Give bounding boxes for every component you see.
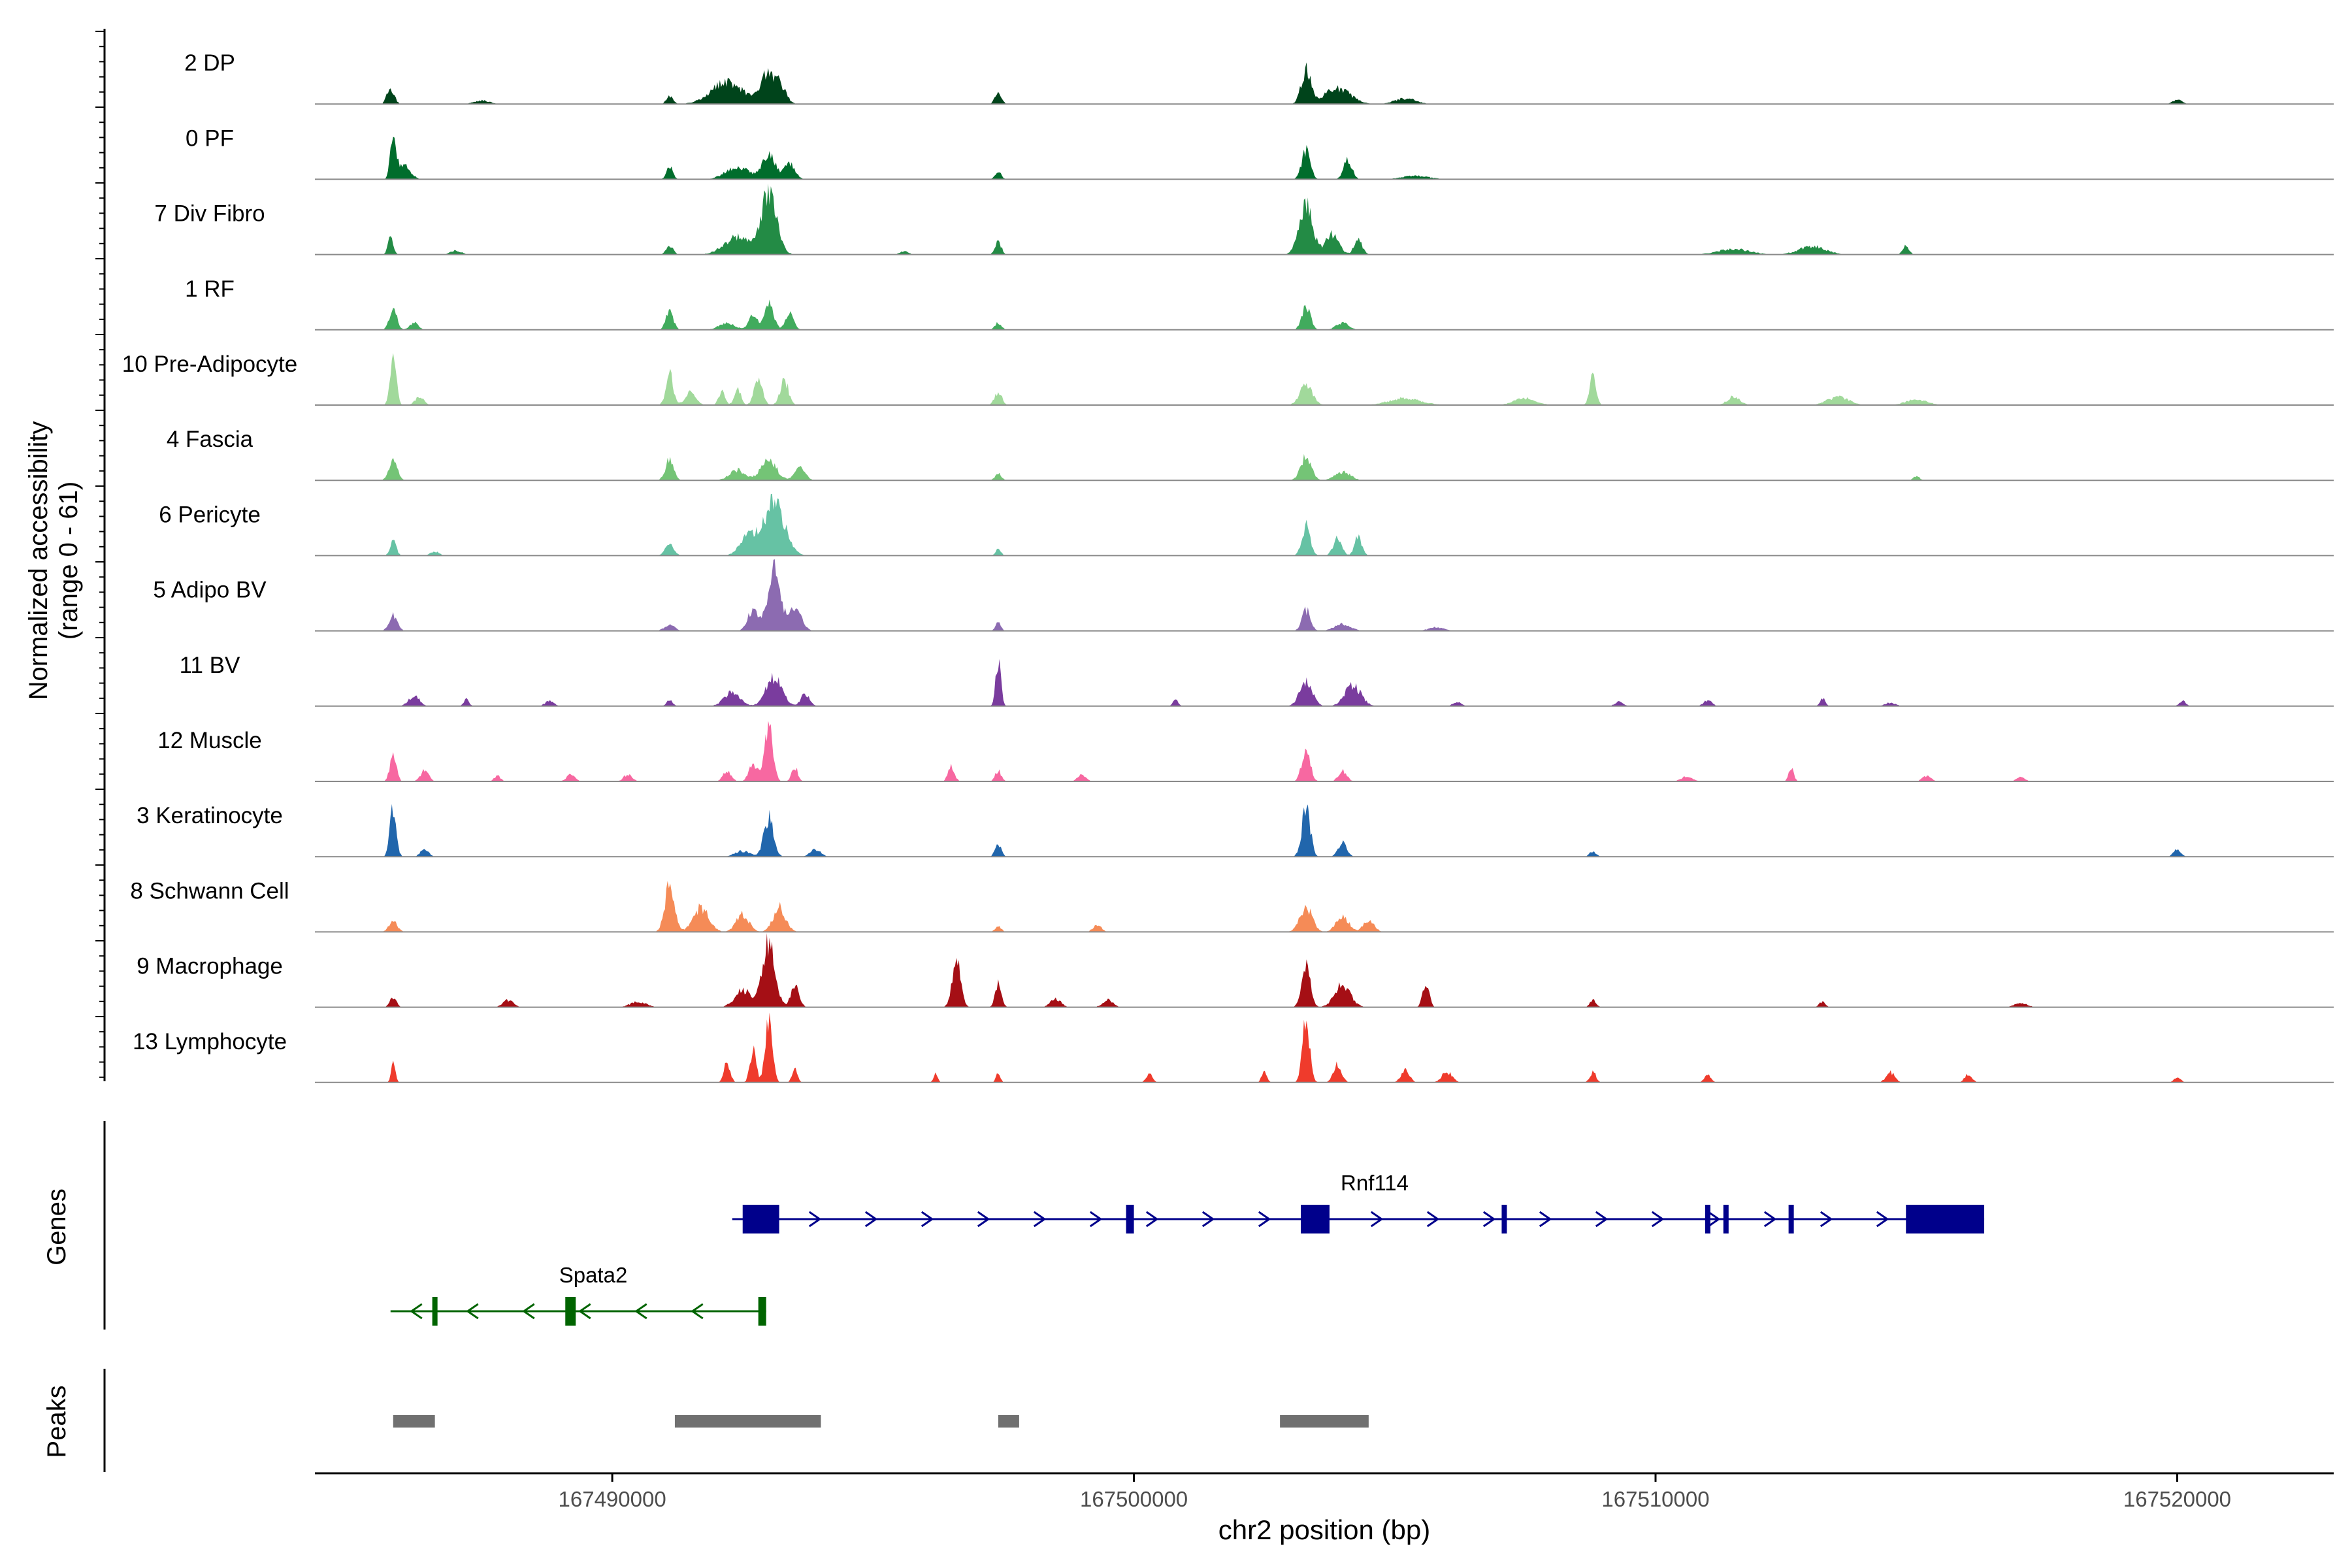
track-label: 7 Div Fibro — [154, 201, 265, 227]
track-9: 11 BV — [180, 653, 2334, 707]
gene-rnf114: Rnf114 — [732, 1171, 1985, 1233]
strand-arrow — [522, 1303, 535, 1320]
strand-arrow — [921, 1211, 934, 1228]
strand-arrow — [1258, 1211, 1271, 1228]
track-4: 1 RF — [185, 276, 2334, 331]
strand-arrow — [1482, 1211, 1496, 1228]
track-label: 3 Keratinocyte — [137, 803, 283, 828]
x-tick-label: 167500000 — [1080, 1487, 1188, 1511]
track-8: 5 Adipo BV — [153, 559, 2334, 632]
coverage-y-axis-ticks — [95, 31, 105, 1078]
genes-panel-title: Genes — [42, 1188, 71, 1266]
coverage-tracks: 2 DP 0 PF 7 Div Fibro 1 RF 10 Pre-Adipocyte 4… — [122, 50, 2334, 1083]
strand-arrow — [466, 1303, 479, 1320]
exon — [1126, 1205, 1134, 1233]
y-axis-title-line2: (range 0 - 61) — [54, 482, 83, 640]
exon — [1501, 1205, 1507, 1233]
strand-arrow — [1876, 1211, 1889, 1228]
track-5: 10 Pre-Adipocyte — [122, 351, 2334, 406]
track-1: 2 DP — [184, 50, 2334, 105]
track-label: 9 Macrophage — [137, 954, 283, 979]
exon — [742, 1205, 779, 1233]
track-11: 3 Keratinocyte — [137, 803, 2334, 858]
strand-arrow — [977, 1211, 990, 1228]
track-label: 13 Lymphocyte — [133, 1029, 287, 1054]
strand-arrow — [1763, 1211, 1777, 1228]
track-13: 9 Macrophage — [137, 933, 2334, 1008]
track-label: 0 PF — [186, 125, 234, 151]
track-label: 4 Fascia — [167, 427, 253, 452]
strand-arrow — [1651, 1211, 1665, 1228]
strand-arrow — [1145, 1211, 1159, 1228]
exon — [1723, 1205, 1729, 1233]
track-label: 12 Muscle — [157, 728, 262, 753]
peak-region — [674, 1415, 821, 1428]
exon — [1705, 1205, 1710, 1233]
exon — [432, 1297, 438, 1326]
track-6: 4 Fascia — [167, 427, 2334, 482]
strand-arrow — [1201, 1211, 1215, 1228]
exon — [758, 1297, 766, 1326]
track-3: 7 Div Fibro — [154, 184, 2334, 255]
track-14: 13 Lymphocyte — [133, 1013, 2334, 1083]
track-label: 10 Pre-Adipocyte — [122, 351, 297, 377]
strand-arrow — [1033, 1211, 1047, 1228]
peak-region — [393, 1415, 435, 1428]
track-7: 6 Pericyte — [159, 493, 2334, 557]
strand-arrow — [1370, 1211, 1384, 1228]
strand-arrow — [1089, 1211, 1103, 1228]
gene-name: Rnf114 — [1341, 1171, 1409, 1195]
x-axis-title: chr2 position (bp) — [1218, 1514, 1431, 1545]
strand-arrow — [864, 1211, 878, 1228]
strand-arrow — [1595, 1211, 1609, 1228]
strand-arrow — [1707, 1211, 1721, 1228]
track-label: 11 BV — [180, 653, 240, 678]
x-tick-label: 167510000 — [1601, 1487, 1709, 1511]
y-axis-title-line1: Normalized accessibility — [24, 421, 53, 700]
track-label: 8 Schwann Cell — [130, 878, 289, 904]
x-tick-label: 167490000 — [559, 1487, 666, 1511]
peaks-panel-title: Peaks — [42, 1385, 71, 1458]
exon — [565, 1297, 576, 1326]
strand-arrow — [1539, 1211, 1552, 1228]
exon — [1906, 1205, 1985, 1233]
track-label: 2 DP — [184, 50, 235, 76]
track-label: 6 Pericyte — [159, 502, 261, 527]
peak-region — [998, 1415, 1019, 1428]
exon — [1788, 1205, 1794, 1233]
peak-regions — [393, 1415, 1369, 1428]
track-12: 8 Schwann Cell — [130, 878, 2334, 933]
exon — [1301, 1205, 1330, 1233]
strand-arrow — [1820, 1211, 1833, 1228]
track-2: 0 PF — [186, 125, 2334, 180]
x-axis-ticks: 167490000 167500000 167510000 167520000 — [559, 1473, 2231, 1511]
peak-region — [1280, 1415, 1369, 1428]
x-tick-label: 167520000 — [2123, 1487, 2231, 1511]
gene-annotations: Rnf114 Spata2 — [390, 1171, 1985, 1326]
strand-arrow — [410, 1303, 423, 1320]
gene-name: Spata2 — [559, 1263, 628, 1287]
gene-spata2: Spata2 — [390, 1263, 766, 1326]
track-label: 5 Adipo BV — [153, 578, 267, 603]
strand-arrow — [634, 1303, 647, 1320]
strand-arrow — [1426, 1211, 1440, 1228]
track-10: 12 Muscle — [157, 721, 2334, 782]
strand-arrow — [578, 1303, 591, 1320]
track-label: 1 RF — [185, 276, 235, 302]
strand-arrow — [808, 1211, 822, 1228]
strand-arrow — [691, 1303, 704, 1320]
